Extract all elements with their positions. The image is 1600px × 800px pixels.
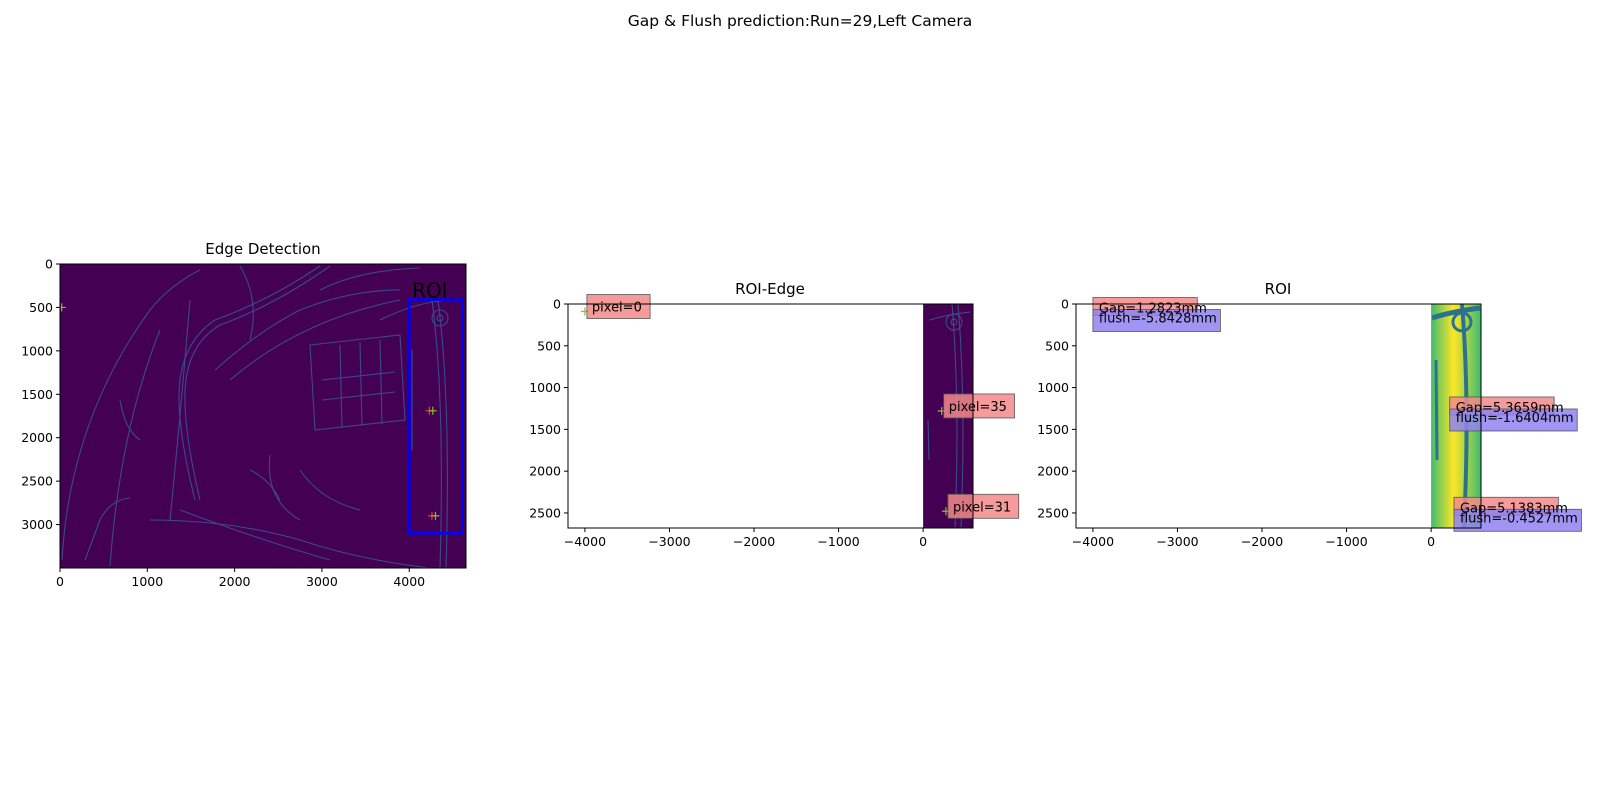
roi-edge-xtick-label: −2000 bbox=[733, 534, 775, 549]
pixel-label-box bbox=[943, 393, 1015, 419]
pixel-label-box bbox=[586, 294, 651, 319]
roi-edge-x-axis: −4000 −3000 −2000 −1000 0 bbox=[564, 528, 927, 549]
flush-label-box bbox=[1449, 408, 1578, 432]
pixel-label: pixel=35 bbox=[949, 400, 1007, 415]
roi-edge-ytick-label: 500 bbox=[537, 338, 561, 353]
roi-edge-title: ROI-Edge bbox=[735, 280, 805, 298]
roi-xtick-label: −3000 bbox=[1156, 534, 1198, 549]
flush-label: flush=-5.8428mm bbox=[1099, 312, 1217, 327]
edge-lines bbox=[61, 265, 456, 568]
roi-rectangle bbox=[407, 298, 464, 535]
roi-edge-ytick-label: 1000 bbox=[529, 380, 561, 395]
roi-xtick-label: −4000 bbox=[1072, 534, 1114, 549]
roi-edge-ytick-label: 0 bbox=[553, 297, 561, 312]
roi-x-axis: −4000 −3000 −2000 −1000 0 bbox=[1072, 528, 1435, 549]
gap-label: Gap=1.2823mm bbox=[1099, 302, 1207, 317]
edge-detection-frame bbox=[59, 263, 467, 569]
roi-edge-ytick-label: 2000 bbox=[529, 464, 561, 479]
roi-frame bbox=[1075, 303, 1482, 529]
roi-edge-xtick-label: −1000 bbox=[817, 534, 859, 549]
edge-detection-image bbox=[60, 264, 466, 568]
edge-detection-xtick-label: 0 bbox=[56, 574, 64, 589]
edge-detection-ytick-label: 3000 bbox=[21, 517, 53, 532]
roi-xtick-label: −2000 bbox=[1241, 534, 1283, 549]
roi-edge-ytick-label: 1500 bbox=[529, 422, 561, 437]
flush-label-box bbox=[1453, 508, 1582, 532]
roi-ytick-label: 2000 bbox=[1037, 464, 1069, 479]
roi-edge-ytick-label: 2500 bbox=[529, 505, 561, 520]
pixel-label: pixel=31 bbox=[953, 500, 1011, 515]
gap-label: Gap=5.1383mm bbox=[1460, 501, 1568, 516]
roi-panel: Gap=1.2823mmflush=-5.8428mmGap=5.3659mmf… bbox=[1037, 280, 1582, 549]
edge-detection-y-axis: 0 500 1000 1500 2000 2500 3000 bbox=[21, 257, 60, 532]
roi-ytick-label: 500 bbox=[1045, 338, 1069, 353]
roi-ytick-label: 0 bbox=[1061, 297, 1069, 312]
roi-edge-y-axis: 0 500 1000 1500 2000 2500 bbox=[529, 297, 568, 520]
roi-edge-frame bbox=[567, 303, 974, 529]
edge-detection-xtick-label: 4000 bbox=[393, 574, 425, 589]
roi-ytick-label: 2500 bbox=[1037, 505, 1069, 520]
pixel-label: pixel=0 bbox=[592, 301, 642, 316]
edge-detection-panel: ROI Edge Detection 0 1000 2000 3000 4000 0 50… bbox=[21, 240, 467, 589]
roi-edge-xtick-label: 0 bbox=[919, 534, 927, 549]
edge-detection-ytick-label: 2500 bbox=[21, 474, 53, 489]
flush-label: flush=-0.4527mm bbox=[1460, 511, 1578, 526]
edge-detection-xtick-label: 2000 bbox=[219, 574, 251, 589]
roi-edge-xtick-label: −3000 bbox=[648, 534, 690, 549]
gap-label: Gap=5.3659mm bbox=[1456, 401, 1564, 416]
figure-title: Gap & Flush prediction:Run=29,Left Camer… bbox=[627, 12, 973, 30]
flush-label-box bbox=[1092, 309, 1221, 332]
roi-title: ROI bbox=[1265, 280, 1292, 298]
roi-xtick-label: −1000 bbox=[1325, 534, 1367, 549]
edge-detection-title: Edge Detection bbox=[205, 240, 320, 258]
edge-detection-ytick-label: 500 bbox=[29, 300, 53, 315]
flush-label: flush=-1.6404mm bbox=[1456, 411, 1574, 426]
edge-detection-ytick-label: 2000 bbox=[21, 430, 53, 445]
roi-y-axis: 0 500 1000 1500 2000 2500 bbox=[1037, 297, 1076, 520]
edge-detection-xtick-label: 1000 bbox=[131, 574, 163, 589]
roi-rectangle-label: ROI bbox=[412, 279, 448, 303]
edge-detection-ytick-label: 0 bbox=[45, 257, 53, 272]
roi-ytick-label: 1500 bbox=[1037, 422, 1069, 437]
edge-detection-xtick-label: 3000 bbox=[306, 574, 338, 589]
point-marker bbox=[428, 406, 437, 415]
point-marker bbox=[431, 511, 440, 520]
roi-annotations: Gap=1.2823mmflush=-5.8428mmGap=5.3659mmf… bbox=[1092, 297, 1582, 532]
roi-edge-xtick-label: −4000 bbox=[564, 534, 606, 549]
roi-xtick-label: 0 bbox=[1427, 534, 1435, 549]
edge-detection-x-axis: 0 1000 2000 3000 4000 bbox=[56, 568, 425, 589]
edge-detection-ytick-label: 1500 bbox=[21, 387, 53, 402]
edge-detection-ytick-label: 1000 bbox=[21, 343, 53, 358]
roi-ytick-label: 1000 bbox=[1037, 380, 1069, 395]
roi-edge-panel: pixel=0 pixel=35 pixel=31 ROI-Edge −4000 −3… bbox=[529, 280, 1020, 549]
pixel-label-box bbox=[947, 493, 1020, 519]
